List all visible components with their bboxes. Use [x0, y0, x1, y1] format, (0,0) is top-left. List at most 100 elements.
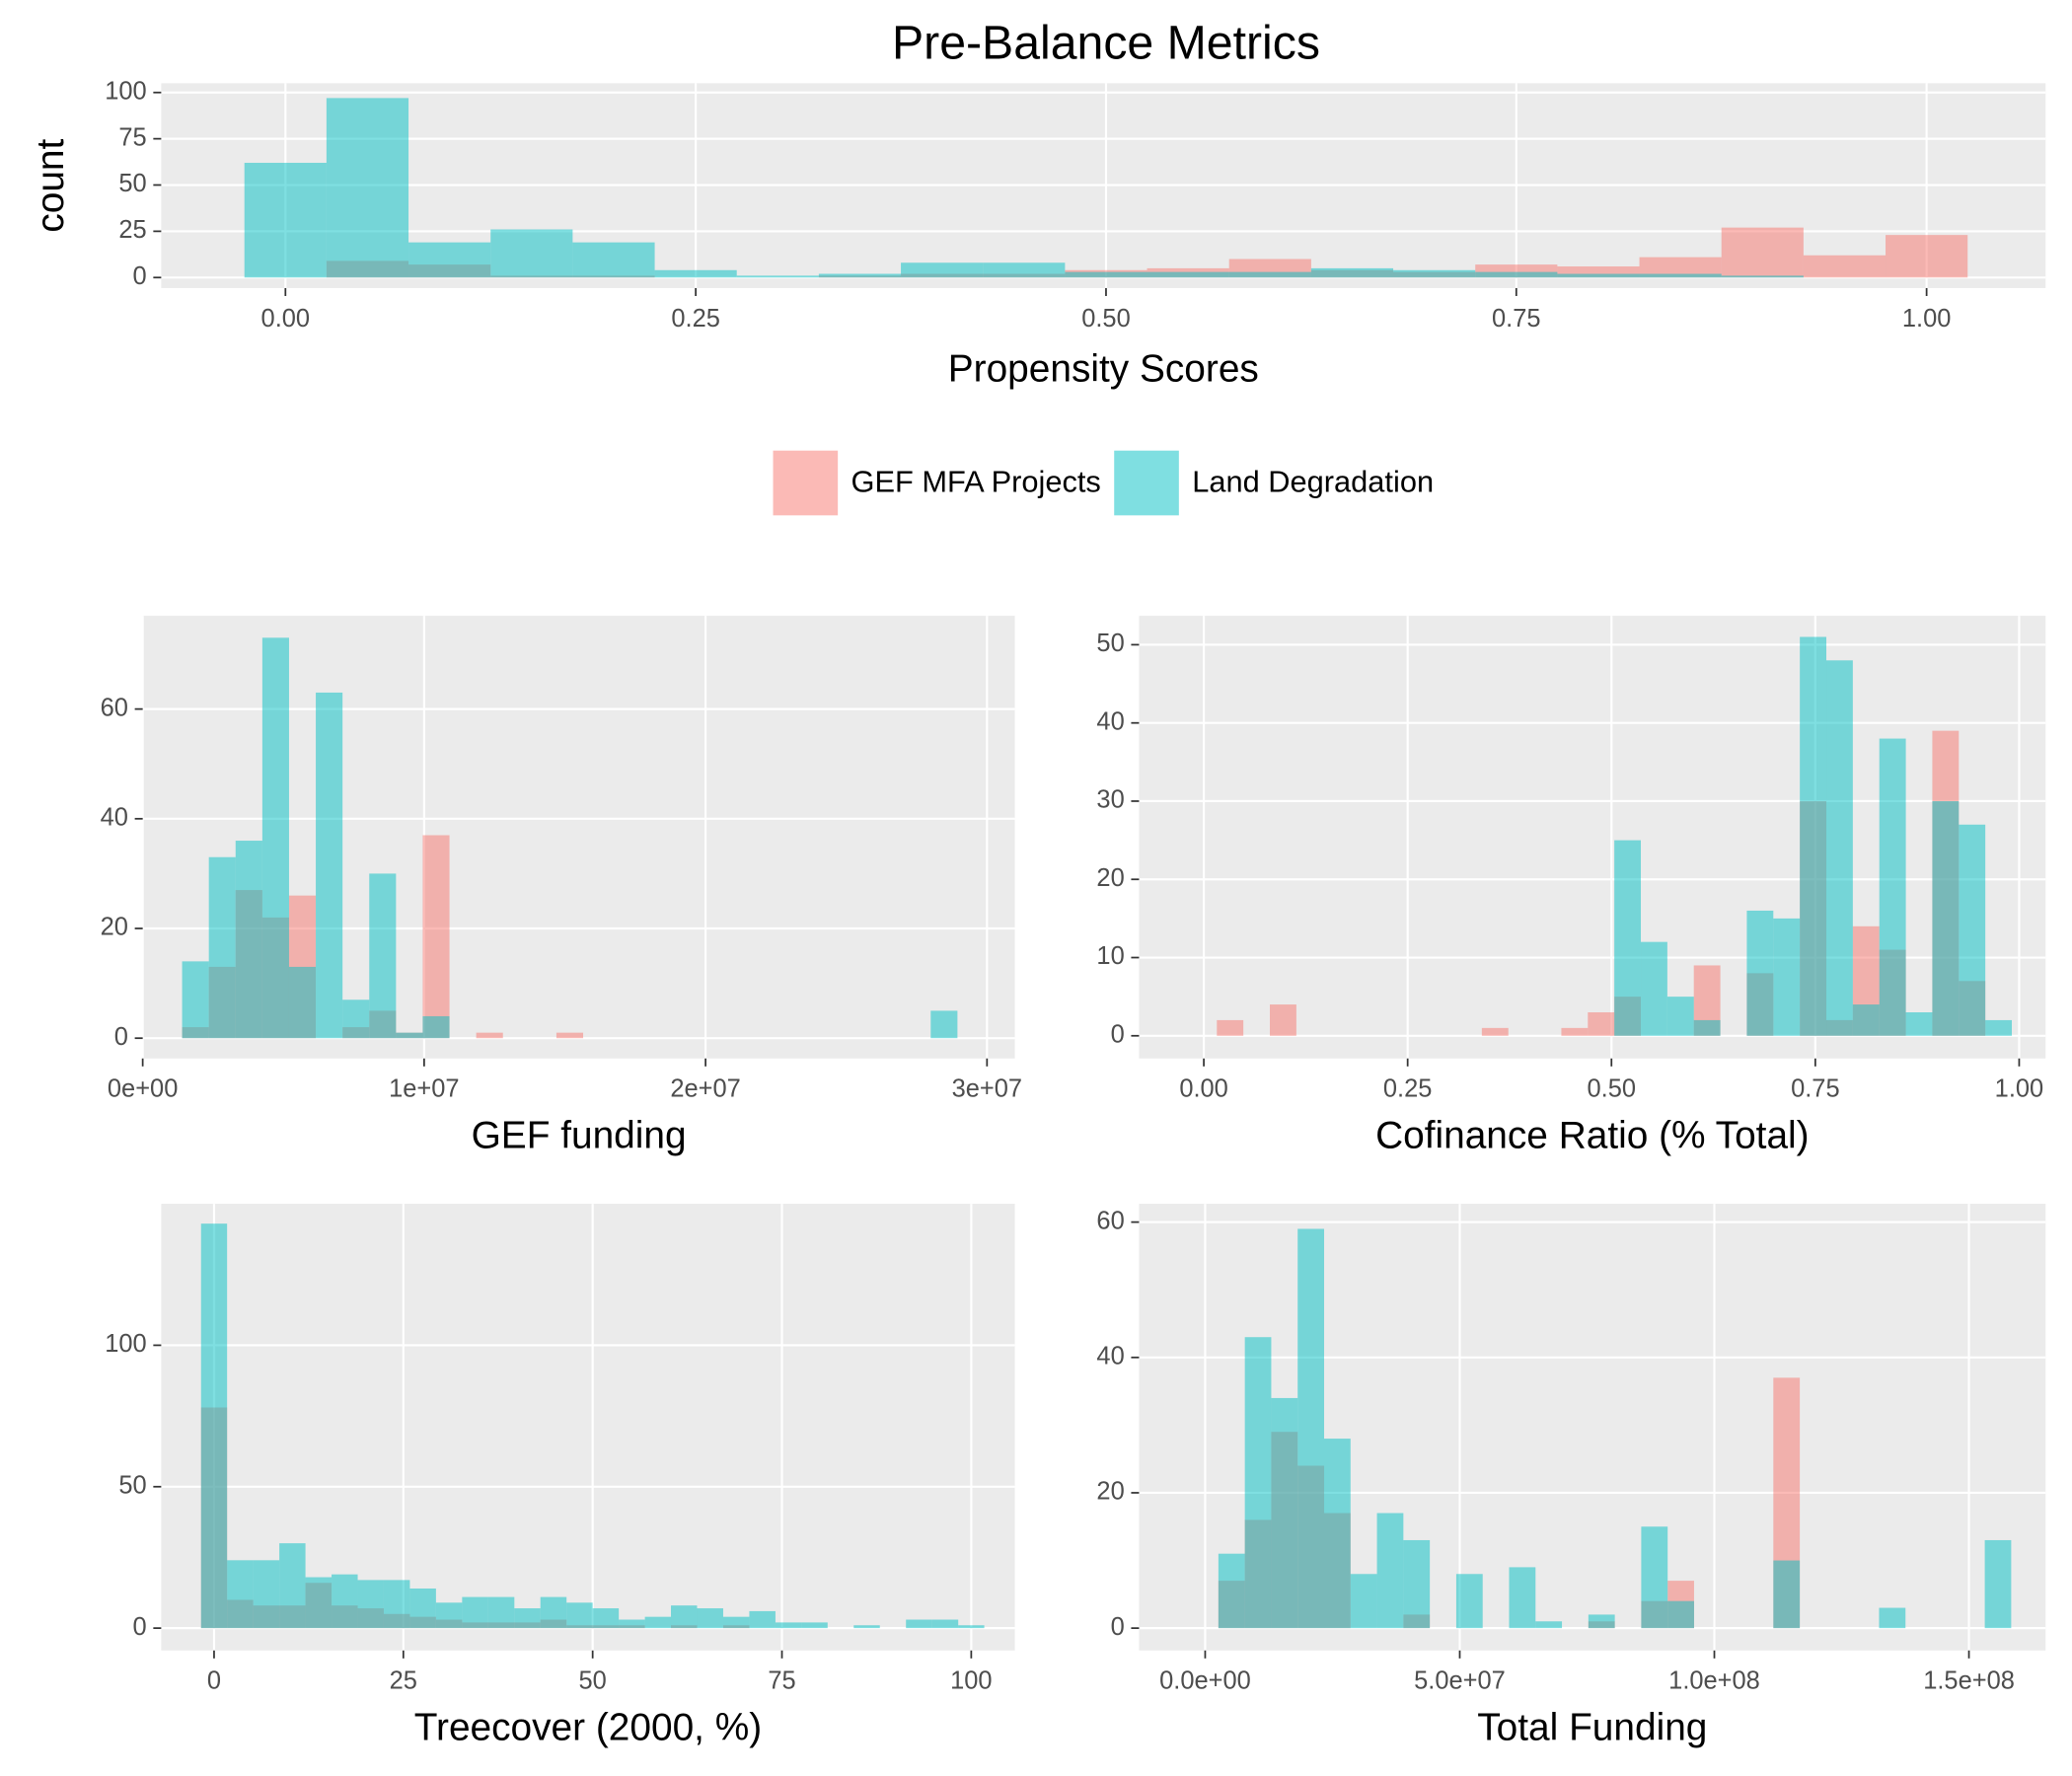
- bar: [1879, 738, 1906, 1036]
- bar: [736, 275, 819, 278]
- x-axis-title: Treecover (2000, %): [414, 1706, 762, 1748]
- y-tick-label: 60: [1096, 1207, 1124, 1234]
- bar: [1852, 1004, 1880, 1036]
- bar: [592, 1608, 620, 1629]
- legend-label: GEF MFA Projects: [851, 464, 1101, 498]
- bar: [1350, 1574, 1377, 1629]
- bar: [200, 1223, 228, 1629]
- bar: [1376, 1513, 1404, 1629]
- x-axis-title: Cofinance Ratio (% Total): [1375, 1114, 1810, 1156]
- bar: [1147, 271, 1229, 278]
- bar: [1475, 271, 1558, 278]
- bar: [1826, 660, 1853, 1036]
- x-tick-label: 0.50: [1081, 305, 1131, 333]
- x-tick-label: 0.25: [1383, 1075, 1433, 1103]
- bar: [1886, 235, 1968, 278]
- bar: [644, 1616, 672, 1629]
- x-tick-label: 1e+07: [389, 1075, 459, 1103]
- chart-title: Pre-Balance Metrics: [892, 17, 1320, 70]
- bar: [1693, 1019, 1721, 1036]
- bar: [1455, 1574, 1483, 1629]
- bar: [1271, 1397, 1298, 1629]
- x-tick-label: 2e+07: [670, 1075, 740, 1103]
- y-tick-label: 50: [1096, 629, 1124, 657]
- bar: [722, 1616, 750, 1629]
- bar: [1217, 1019, 1244, 1036]
- bar: [1403, 1539, 1431, 1629]
- bar: [435, 1602, 463, 1629]
- y-tick-label: 100: [105, 77, 146, 105]
- bar: [490, 229, 573, 278]
- x-tick-label: 1.5e+08: [1923, 1667, 2015, 1695]
- bar: [261, 637, 289, 1039]
- bar: [1721, 227, 1804, 278]
- legend: GEF MFA Projects Land Degradation: [773, 450, 1434, 516]
- x-tick-label: 0: [207, 1667, 221, 1695]
- y-tick-label: 40: [101, 804, 128, 832]
- bar: [1746, 910, 1774, 1036]
- y-tick-label: 20: [1096, 864, 1124, 892]
- legend-key: [1114, 450, 1179, 516]
- y-tick-label: 50: [118, 1471, 146, 1499]
- y-tick-label: 20: [101, 914, 128, 941]
- bar: [801, 1622, 828, 1629]
- bar: [316, 692, 343, 1039]
- x-tick-label: 0.50: [1588, 1075, 1637, 1103]
- x-tick-label: 25: [390, 1667, 417, 1695]
- bar: [818, 273, 902, 278]
- bar: [1984, 1539, 2012, 1629]
- bar: [1641, 941, 1667, 1036]
- bar: [409, 1588, 436, 1629]
- bar: [182, 961, 209, 1039]
- y-tick-label: 0: [133, 1613, 147, 1641]
- y-tick-label: 0: [133, 262, 147, 290]
- x-tick-label: 1.00: [1995, 1075, 2044, 1103]
- bar: [540, 1596, 567, 1629]
- x-tick-label: 1.0e+08: [1668, 1667, 1760, 1695]
- bar: [462, 1596, 488, 1629]
- x-tick-label: 1.00: [1902, 305, 1952, 333]
- bar: [983, 262, 1066, 278]
- bar: [749, 1610, 776, 1629]
- bar: [1535, 1621, 1563, 1629]
- bar: [1721, 275, 1804, 278]
- bar: [1641, 1526, 1668, 1629]
- x-tick-label: 5.0e+07: [1414, 1667, 1506, 1695]
- x-tick-label: 75: [768, 1667, 795, 1695]
- y-tick-label: 0: [1111, 1020, 1125, 1048]
- bar: [1481, 1027, 1509, 1036]
- bar: [572, 242, 655, 278]
- bar: [305, 1577, 333, 1629]
- bar: [901, 262, 984, 278]
- bar: [1932, 800, 1960, 1036]
- bar: [422, 835, 450, 1039]
- bar: [958, 1625, 985, 1629]
- bar: [1985, 1019, 2013, 1036]
- bar: [1588, 1011, 1615, 1036]
- bar: [326, 98, 409, 278]
- bar: [1959, 824, 1986, 1036]
- bar: [279, 1543, 306, 1629]
- x-axis-title: Total Funding: [1477, 1706, 1707, 1748]
- bar: [1588, 1614, 1615, 1629]
- bar: [775, 1622, 802, 1629]
- bar: [906, 1619, 932, 1629]
- bar: [1803, 255, 1887, 278]
- x-tick-label: 0.75: [1791, 1075, 1840, 1103]
- bar: [487, 1596, 515, 1629]
- x-tick-label: 0e+00: [108, 1075, 178, 1103]
- y-tick-label: 60: [101, 694, 128, 721]
- bar: [1557, 273, 1640, 278]
- bar: [1561, 1027, 1589, 1036]
- x-tick-label: 0.75: [1492, 305, 1541, 333]
- bar: [1557, 266, 1640, 278]
- bar: [1065, 271, 1147, 278]
- bar: [422, 1015, 450, 1039]
- bar: [227, 1560, 254, 1629]
- bar: [1800, 636, 1827, 1036]
- bar: [1773, 1560, 1801, 1629]
- bar: [1244, 1337, 1272, 1629]
- bar: [253, 1560, 280, 1629]
- y-tick-label: 20: [1096, 1478, 1124, 1506]
